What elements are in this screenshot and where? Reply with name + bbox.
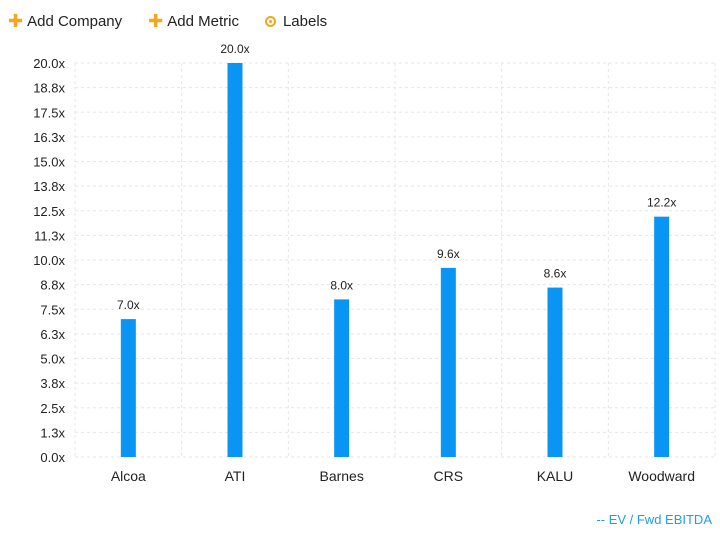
y-tick-label: 7.5x — [40, 302, 65, 317]
add-company-button[interactable]: ✚ Add Company — [8, 12, 122, 30]
y-tick-label: 12.5x — [33, 204, 65, 219]
y-tick-label: 16.3x — [33, 130, 65, 145]
y-tick-label: 18.8x — [33, 81, 65, 96]
bar — [334, 299, 350, 457]
y-tick-label: 3.8x — [40, 376, 65, 391]
add-metric-button[interactable]: ✚ Add Metric — [148, 12, 239, 30]
labels-toggle[interactable]: Labels — [264, 12, 328, 30]
y-tick-label: 5.0x — [40, 352, 65, 367]
bar-data-label: 9.6x — [437, 247, 460, 261]
radio-target-icon — [264, 15, 276, 27]
bar — [654, 216, 670, 457]
bar-data-label: 8.6x — [544, 267, 567, 281]
bar-data-label: 8.0x — [330, 278, 353, 292]
y-tick-label: 10.0x — [33, 253, 65, 268]
bar — [440, 267, 456, 457]
bar — [120, 319, 136, 457]
metric-legend[interactable]: -- EV / Fwd EBITDA — [596, 512, 712, 527]
bar-data-label: 12.2x — [647, 196, 676, 210]
labels-toggle-label: Labels — [282, 12, 328, 30]
y-tick-label: 17.5x — [33, 105, 65, 120]
y-tick-label: 15.0x — [33, 155, 65, 170]
add-company-label: Add Company — [27, 12, 123, 30]
x-category-label: KALU — [537, 468, 574, 484]
x-category-label: Alcoa — [111, 468, 146, 484]
bar-data-label: 20.0x — [220, 42, 249, 56]
bar — [227, 63, 243, 457]
y-tick-label: 2.5x — [40, 401, 65, 416]
x-category-label: ATI — [225, 468, 246, 484]
x-category-label: Barnes — [319, 468, 363, 484]
x-category-label: Woodward — [628, 468, 695, 484]
y-tick-label: 0.0x — [40, 450, 65, 465]
y-tick-label: 11.3x — [34, 228, 65, 243]
add-metric-label: Add Metric — [167, 12, 239, 30]
bar — [547, 287, 563, 457]
y-tick-label: 1.3x — [40, 425, 65, 440]
y-tick-label: 8.8x — [40, 278, 65, 293]
bar-data-label: 7.0x — [117, 298, 140, 312]
x-category-label: CRS — [434, 468, 464, 484]
y-tick-label: 6.3x — [40, 327, 65, 342]
chart-toolbar: ✚ Add Company ✚ Add Metric Labels — [8, 10, 353, 32]
plus-icon: ✚ — [8, 11, 24, 31]
plus-icon: ✚ — [148, 11, 164, 31]
y-tick-label: 20.0x — [33, 56, 65, 71]
y-tick-label: 13.8x — [33, 179, 65, 194]
